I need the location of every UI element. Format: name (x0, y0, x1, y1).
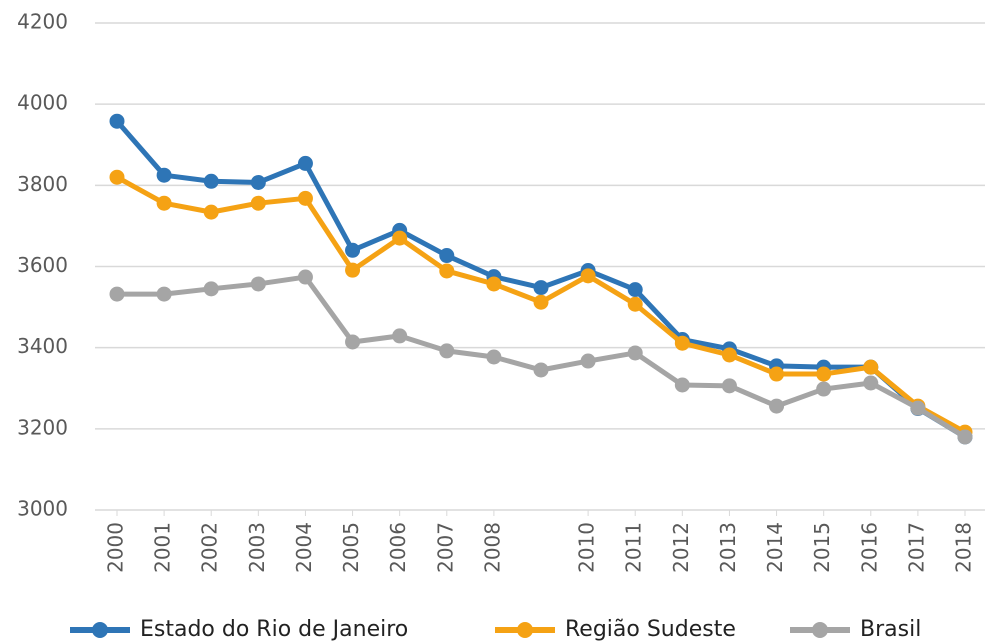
x-tick-label: 2012 (669, 522, 693, 573)
data-point (109, 113, 125, 129)
legend-marker (812, 622, 828, 638)
legend-marker (517, 622, 533, 638)
y-tick-label: 4000 (17, 91, 68, 115)
data-point (721, 347, 737, 363)
x-tick-label: 2010 (575, 522, 599, 573)
data-point (156, 286, 172, 302)
x-tick-label: 2001 (151, 522, 175, 573)
x-tick-label: 2003 (245, 522, 269, 573)
data-point (863, 375, 879, 391)
data-point (486, 276, 502, 292)
x-tick-label: 2016 (857, 522, 881, 573)
data-point (345, 242, 361, 258)
data-point (533, 294, 549, 310)
data-point (627, 345, 643, 361)
data-point (674, 335, 690, 351)
data-point (392, 328, 408, 344)
x-tick-label: 2006 (386, 522, 410, 573)
data-point (533, 362, 549, 378)
data-point (486, 349, 502, 365)
y-tick-label: 3200 (17, 415, 68, 439)
data-point (297, 269, 313, 285)
data-point (910, 400, 926, 416)
legend-label: Brasil (860, 617, 921, 642)
x-tick-label: 2018 (952, 522, 976, 573)
x-tick-label: 2005 (339, 522, 363, 573)
data-point (674, 377, 690, 393)
y-tick-label: 3000 (17, 497, 68, 521)
data-point (250, 174, 266, 190)
data-point (250, 276, 266, 292)
data-point (203, 204, 219, 220)
y-tick-label: 3800 (17, 172, 68, 196)
data-point (439, 343, 455, 359)
data-point (580, 268, 596, 284)
data-point (156, 167, 172, 183)
data-point (580, 353, 596, 369)
data-point (816, 381, 832, 397)
x-tick-label: 2004 (292, 522, 316, 573)
y-tick-label: 3400 (17, 334, 68, 358)
data-point (957, 429, 973, 445)
x-tick-label: 2014 (763, 522, 787, 573)
data-point (627, 282, 643, 298)
x-tick-label: 2002 (198, 522, 222, 573)
data-point (533, 280, 549, 296)
data-point (297, 190, 313, 206)
data-point (203, 173, 219, 189)
x-tick-label: 2008 (480, 522, 504, 573)
x-tick-label: 2011 (622, 522, 646, 573)
data-point (297, 155, 313, 171)
data-point (439, 263, 455, 279)
legend-label: Estado do Rio de Janeiro (140, 617, 408, 642)
data-point (769, 398, 785, 414)
x-tick-label: 2017 (904, 522, 928, 573)
data-point (627, 296, 643, 312)
legend-marker (92, 622, 108, 638)
y-tick-label: 3600 (17, 253, 68, 277)
legend: Estado do Rio de Janeiro Região Sudeste Br… (70, 617, 921, 642)
data-point (769, 366, 785, 382)
data-point (156, 195, 172, 211)
data-point (392, 230, 408, 246)
data-point (439, 248, 455, 264)
y-tick-label: 4200 (17, 10, 68, 34)
data-point (109, 169, 125, 185)
data-point (816, 366, 832, 382)
x-tick-label: 2000 (104, 522, 128, 573)
data-point (721, 378, 737, 394)
data-point (345, 262, 361, 278)
data-point (109, 286, 125, 302)
x-tick-label: 2015 (810, 522, 834, 573)
legend-label: Região Sudeste (565, 617, 736, 642)
data-point (203, 281, 219, 297)
data-point (250, 195, 266, 211)
data-point (863, 359, 879, 375)
data-point (345, 334, 361, 350)
x-tick-label: 2007 (433, 522, 457, 573)
x-tick-label: 2013 (716, 522, 740, 573)
